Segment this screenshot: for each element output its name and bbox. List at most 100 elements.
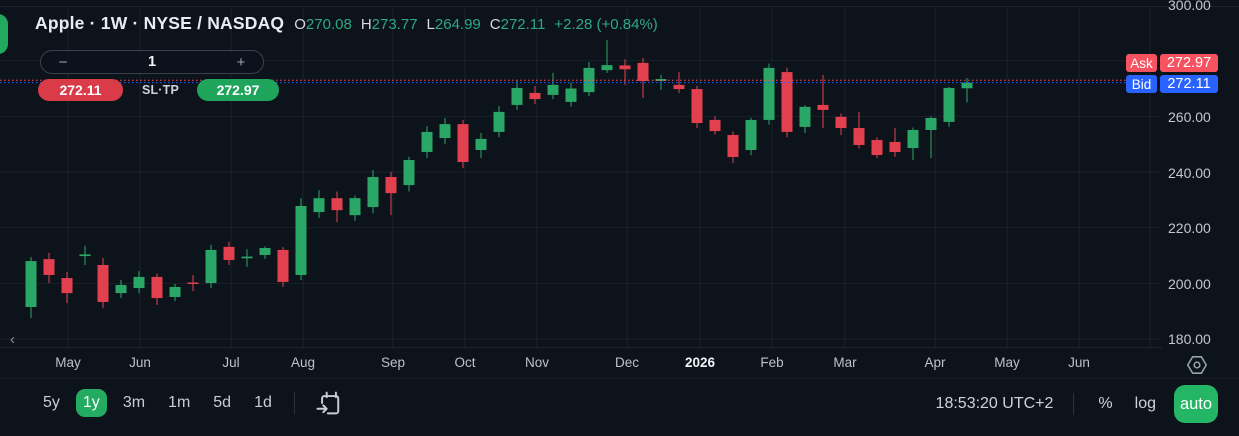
candle: [673, 72, 685, 93]
quantity-decrease-button[interactable]: −: [58, 53, 68, 71]
candle: [277, 247, 289, 287]
quantity-value: 1: [147, 54, 157, 70]
stop-loss-button[interactable]: 272.11: [38, 79, 123, 101]
price-axis-label: 180.00: [1168, 331, 1211, 347]
candle: [97, 258, 109, 309]
percent-scale-button[interactable]: %: [1094, 393, 1116, 415]
time-axis-label: Nov: [524, 355, 550, 370]
candle: [349, 195, 361, 221]
candle: [241, 249, 253, 267]
quantity-stepper[interactable]: − 1 +: [40, 50, 264, 74]
time-axis-label: Feb: [760, 355, 784, 370]
bid-row: Bid 272.11: [1126, 75, 1218, 93]
auto-scale-button[interactable]: auto: [1174, 385, 1218, 423]
candle: [601, 40, 613, 73]
range-1y-button[interactable]: 1y: [75, 389, 107, 417]
change-value: +2.28 (+0.84%): [554, 16, 658, 33]
candle: [115, 279, 127, 299]
candle: [763, 63, 775, 125]
candle: [403, 156, 415, 192]
candle: [151, 273, 163, 306]
time-axis-label: Mar: [833, 355, 857, 370]
toolbar-divider: [293, 392, 295, 414]
price-axis-label: 260.00: [1168, 109, 1211, 125]
time-axis-label: May: [55, 355, 81, 370]
time-axis-label: Apr: [924, 355, 946, 370]
candle: [61, 271, 73, 304]
scroll-left-chevron-icon[interactable]: ‹: [10, 331, 15, 348]
log-scale-button[interactable]: log: [1131, 393, 1160, 415]
candle: [565, 82, 577, 107]
candle: [493, 106, 505, 138]
candle: [43, 252, 55, 284]
time-axis-label: Jul: [222, 355, 240, 370]
candle: [79, 245, 91, 265]
candle: [295, 198, 307, 280]
time-axis-label: Dec: [614, 355, 640, 370]
candle: [439, 118, 451, 144]
low-value: 264.99: [434, 16, 481, 33]
calendar-arrow-icon: [316, 391, 340, 415]
time-axis-label: Sep: [380, 355, 406, 370]
toolbar-divider: [1073, 393, 1075, 415]
clock-display[interactable]: 18:53:20 UTC+2: [935, 395, 1054, 412]
high-label: H: [360, 16, 372, 33]
time-axis-label: Jun: [129, 355, 151, 370]
candle: [817, 74, 829, 129]
range-1d-button[interactable]: 1d: [247, 389, 279, 417]
candle: [853, 111, 865, 149]
candle: [547, 72, 559, 100]
candle: [637, 57, 649, 98]
bid-price[interactable]: 272.11: [1160, 75, 1218, 93]
bid-tag: Bid: [1126, 75, 1157, 93]
ask-row: Ask 272.97: [1126, 54, 1218, 72]
time-axis-label: Aug: [290, 355, 316, 370]
candle: [259, 246, 271, 259]
candle: [799, 105, 811, 134]
candle: [133, 271, 145, 294]
candle: [529, 85, 541, 105]
time-axis-border: [0, 347, 1162, 348]
clipped-green-side-button[interactable]: [0, 14, 8, 54]
symbol-title[interactable]: Apple · 1W · NYSE / NASDAQ: [35, 13, 285, 33]
low-label: L: [426, 16, 435, 33]
sl-tp-label: SL·TP: [141, 83, 180, 97]
candle: [511, 79, 523, 110]
price-scale-settings-icon[interactable]: [1185, 353, 1209, 377]
candle: [727, 131, 739, 164]
top-toolbar: [0, 0, 1239, 7]
candle: [619, 59, 631, 85]
bottom-toolbar-border: [0, 378, 1239, 379]
go-to-date-button[interactable]: [310, 388, 348, 418]
price-axis-label: 220.00: [1168, 220, 1211, 236]
candle: [169, 283, 181, 302]
close-label: C: [489, 16, 501, 33]
range-3m-button[interactable]: 3m: [116, 389, 152, 417]
ask-price[interactable]: 272.97: [1160, 54, 1218, 72]
close-value: 272.11: [500, 16, 546, 33]
quantity-increase-button[interactable]: +: [236, 53, 246, 71]
candle: [25, 256, 37, 319]
candle: [421, 126, 433, 159]
candle: [583, 62, 595, 97]
price-axis-label: 200.00: [1168, 276, 1211, 292]
range-1m-button[interactable]: 1m: [161, 389, 197, 417]
ohlc-readout: O270.08 H273.77 L264.99 C272.11 +2.28 (+…: [294, 16, 658, 33]
candle: [709, 116, 721, 135]
candle: [925, 116, 937, 159]
candle: [205, 244, 217, 289]
open-label: O: [294, 16, 306, 33]
candle: [223, 241, 235, 265]
candle: [907, 127, 919, 161]
range-5d-button[interactable]: 5d: [206, 389, 238, 417]
open-value: 270.08: [305, 16, 352, 33]
range-buttons: 5y 1y 3m 1m 5d 1d: [36, 385, 348, 421]
candle: [835, 113, 847, 135]
range-5y-button[interactable]: 5y: [36, 389, 67, 417]
take-profit-button[interactable]: 272.97: [197, 79, 279, 101]
candle: [385, 172, 397, 216]
candle: [313, 190, 325, 218]
chart-legend: Apple · 1W · NYSE / NASDAQ O270.08 H273.…: [35, 13, 658, 34]
